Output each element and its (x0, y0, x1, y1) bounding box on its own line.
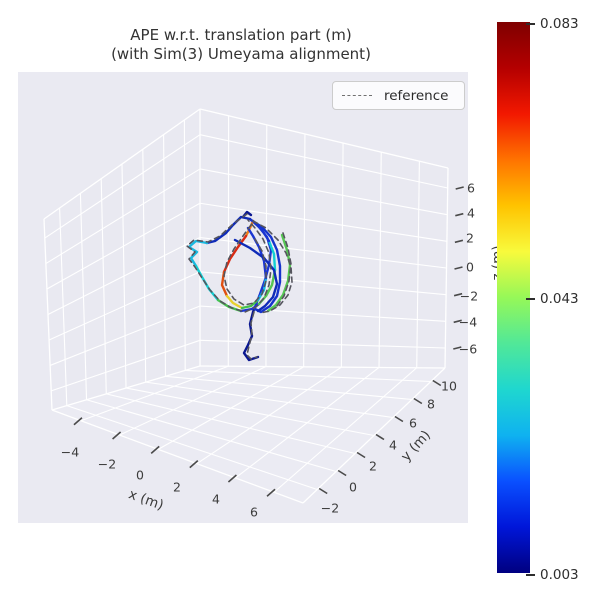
grid-line (454, 266, 463, 270)
grid-line (44, 134, 201, 239)
y-tick-label: −2 (320, 500, 340, 516)
grid-line (394, 415, 404, 423)
estimate-trajectory-segment (249, 218, 282, 314)
grid-line (302, 367, 446, 504)
grid-line (444, 167, 449, 369)
grid-line (51, 339, 201, 392)
grid-line (453, 292, 463, 297)
plot-title-line1: APE w.r.t. translation part (m) (130, 26, 352, 44)
grid-line (199, 339, 446, 349)
x-tick-label: 0 (136, 467, 144, 483)
grid-line (266, 488, 276, 497)
grid-line (106, 393, 356, 455)
estimate-trajectory-segment (244, 219, 255, 238)
x-tick-label: 2 (173, 479, 181, 495)
grid-line (199, 168, 448, 216)
grid-line (145, 381, 394, 419)
grid-line (453, 319, 462, 324)
grid-line (112, 431, 122, 440)
x-tick-label: −4 (60, 444, 80, 460)
colorbar-tick-mark (526, 298, 535, 300)
grid-line (356, 451, 366, 459)
grid-line (165, 375, 412, 401)
x-tick-label: 4 (212, 491, 220, 507)
estimate-trajectory-segment (233, 238, 279, 313)
grid-line (45, 168, 201, 265)
grid-line (432, 379, 442, 387)
x-tick-label: −2 (97, 456, 117, 472)
y-tick-label: 4 (389, 437, 397, 453)
colorbar-tick-label: 0.043 (540, 291, 579, 307)
x-tick-label: 6 (250, 504, 258, 520)
reference-trajectory (186, 213, 272, 313)
colorbar-tick-label: 0.083 (540, 16, 579, 32)
grid-line (49, 305, 201, 366)
grid-line (455, 186, 464, 190)
grid-line (199, 108, 449, 169)
z-tick-label: 2 (466, 230, 474, 246)
grid-line (455, 212, 464, 217)
axes-pane (44, 109, 200, 410)
y-tick-label: 6 (409, 415, 417, 431)
reference-trajectory (276, 232, 292, 307)
estimate-trajectory-segment (266, 233, 292, 313)
reference-trajectory (223, 224, 267, 306)
z-tick-label: −6 (458, 341, 478, 357)
z-tick-label: 4 (467, 205, 475, 221)
colorbar-tick-mark (526, 23, 535, 25)
reference-trajectory (252, 220, 293, 314)
estimate-trajectory-segment (225, 294, 244, 310)
axes-pane (200, 109, 448, 368)
axes-pane (52, 366, 445, 503)
legend-dashed-line-icon (342, 95, 372, 96)
grid-line (199, 202, 447, 242)
y-tick-label: 8 (427, 396, 435, 412)
z-tick-label: −4 (458, 314, 478, 330)
grid-line (454, 239, 464, 244)
reference-trajectory (246, 311, 258, 360)
grid-line (43, 218, 53, 411)
grid-line (46, 202, 201, 290)
grid-line (51, 409, 304, 504)
z-tick-label: 6 (467, 180, 475, 196)
colorbar-tick-label: 0.003 (540, 567, 579, 583)
y-tick-label: 2 (369, 458, 377, 474)
grid-line (185, 369, 431, 383)
legend-label: reference (384, 87, 449, 104)
colorbar (497, 22, 530, 573)
estimate-trajectory-segment (267, 239, 277, 272)
grid-line (43, 108, 201, 220)
grid-line (73, 417, 83, 426)
grid-line (337, 469, 347, 477)
grid-line (48, 271, 201, 341)
grid-line (189, 460, 199, 469)
plot-title-line2: (with Sim(3) Umeyama alignment) (111, 45, 371, 63)
grid-line (375, 433, 385, 441)
grid-line (199, 365, 446, 369)
z-tick-label: −2 (459, 288, 479, 304)
grid-line (125, 387, 375, 437)
z-tick-label: 0 (466, 259, 474, 275)
grid-line (453, 346, 462, 350)
grid-line (199, 271, 447, 296)
y-tick-label: 10 (441, 378, 457, 394)
legend: reference (332, 81, 465, 110)
y-tick-label: 0 (349, 479, 357, 495)
grid-line (227, 474, 237, 483)
plot-title: APE w.r.t. translation part (m) (with Si… (0, 26, 482, 64)
grid-line (66, 405, 318, 491)
grid-line (318, 487, 328, 495)
grid-line (51, 365, 201, 411)
colorbar-tick-mark (526, 574, 535, 576)
grid-line (413, 397, 423, 405)
grid-line (199, 134, 448, 189)
grid-line (86, 399, 337, 473)
grid-line (150, 445, 160, 454)
grid-line (47, 237, 201, 315)
